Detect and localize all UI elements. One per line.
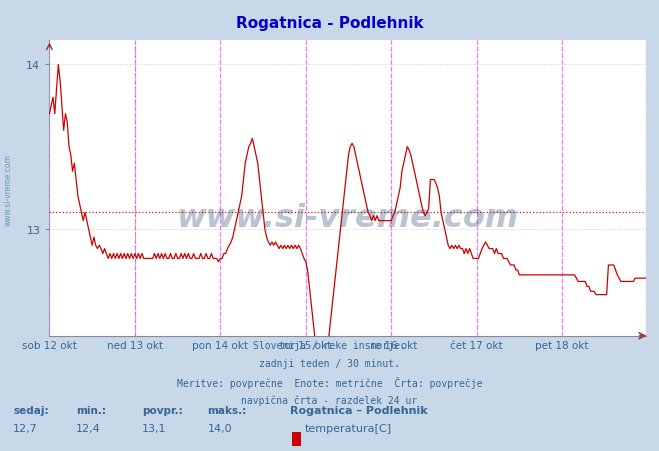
Text: Rogatnica – Podlehnik: Rogatnica – Podlehnik <box>290 405 428 414</box>
Text: maks.:: maks.: <box>208 405 247 414</box>
Text: zadnji teden / 30 minut.: zadnji teden / 30 minut. <box>259 359 400 368</box>
Text: temperatura[C]: temperatura[C] <box>304 423 391 433</box>
Text: Rogatnica - Podlehnik: Rogatnica - Podlehnik <box>236 16 423 31</box>
Text: Slovenija / reke in morje.: Slovenija / reke in morje. <box>253 341 406 350</box>
Text: sedaj:: sedaj: <box>13 405 49 414</box>
Text: navpična črta - razdelek 24 ur: navpična črta - razdelek 24 ur <box>241 395 418 405</box>
Text: 12,4: 12,4 <box>76 423 101 433</box>
Text: 13,1: 13,1 <box>142 423 166 433</box>
Text: povpr.:: povpr.: <box>142 405 183 414</box>
Text: www.si-vreme.com: www.si-vreme.com <box>177 202 519 233</box>
Text: min.:: min.: <box>76 405 106 414</box>
Text: www.si-vreme.com: www.si-vreme.com <box>4 153 13 226</box>
Text: 14,0: 14,0 <box>208 423 232 433</box>
Text: 12,7: 12,7 <box>13 423 38 433</box>
Text: Meritve: povprečne  Enote: metrične  Črta: povprečje: Meritve: povprečne Enote: metrične Črta:… <box>177 377 482 389</box>
